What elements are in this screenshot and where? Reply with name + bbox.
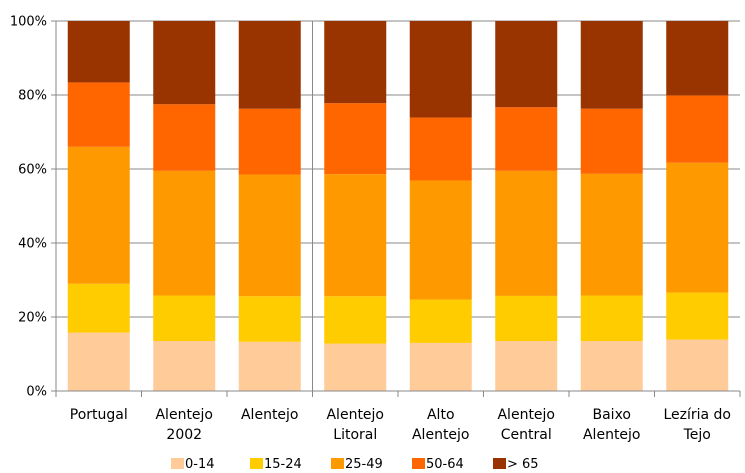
bar-segment: [666, 95, 729, 163]
bar-segment: [580, 173, 643, 296]
bar-segment: [67, 283, 130, 333]
bar-segment: [238, 296, 301, 342]
bar-segment: [409, 299, 472, 343]
legend-swatch: [171, 458, 184, 469]
x-tick-label: Tejo: [683, 427, 711, 443]
y-tick-label: 40%: [18, 237, 47, 252]
bar-segment: [67, 332, 130, 391]
bar-segment: [67, 21, 130, 83]
bar-segment: [409, 342, 472, 391]
bar-segment: [67, 146, 130, 284]
legend: 0-14 15-24 25-49 50-64 > 65: [171, 457, 539, 472]
bar-segment: [666, 339, 729, 391]
x-tick-label: Litoral: [333, 427, 377, 443]
bar-segment: [666, 21, 729, 96]
bar-segment: [153, 104, 216, 171]
y-tick-label: 100%: [10, 15, 47, 30]
y-tick-label: 20%: [18, 311, 47, 326]
bar-segment: [495, 107, 558, 171]
bar-segment: [238, 174, 301, 297]
legend-swatch: [250, 458, 263, 469]
bar-segment: [238, 21, 301, 109]
y-axis-ticks: 0% 20% 40% 60% 80% 100%: [10, 15, 56, 400]
x-tick-label: Central: [501, 427, 552, 443]
bar-segment: [495, 341, 558, 391]
bar-segment: [324, 103, 387, 175]
x-tick-label: Portugal: [70, 407, 128, 423]
bar-segment: [409, 180, 472, 300]
legend-label: 0-14: [185, 457, 215, 472]
bar-segment: [153, 341, 216, 391]
bar-segment: [324, 343, 387, 391]
x-tick-label: Alentejo: [412, 427, 470, 443]
bar-segment: [580, 341, 643, 391]
legend-swatch: [493, 458, 506, 469]
x-tick-label: Alto: [427, 407, 455, 423]
x-axis-labels: Portugal Alentejo 2002 Alentejo Alentejo Lito…: [70, 407, 731, 443]
x-tick-label: Alentejo: [155, 407, 213, 423]
x-tick-label: 2002: [166, 427, 202, 443]
bar-segment: [409, 117, 472, 181]
bar-segment: [495, 21, 558, 108]
x-tick-label: Baixo: [593, 407, 632, 423]
bar-segment: [238, 108, 301, 175]
x-tick-label: Lezíria do: [663, 407, 731, 423]
bar-segment: [495, 170, 558, 296]
bar-segment: [580, 21, 643, 109]
bar-segment: [666, 162, 729, 293]
legend-swatch: [412, 458, 425, 469]
x-tick-label: Alentejo: [497, 407, 555, 423]
legend-label: 15-24: [264, 457, 302, 472]
y-tick-label: 60%: [18, 163, 47, 178]
legend-label: > 65: [507, 457, 539, 472]
bar-segment: [238, 341, 301, 391]
y-tick-label: 80%: [18, 89, 47, 104]
bar-segment: [580, 108, 643, 174]
bar-segment: [495, 295, 558, 342]
bar-segment: [324, 174, 387, 297]
y-tick-label: 0%: [26, 385, 47, 400]
legend-swatch: [331, 458, 344, 469]
bar-segment: [666, 292, 729, 340]
bars: [67, 21, 729, 391]
bar-segment: [324, 21, 387, 104]
x-tick-label: Alentejo: [583, 427, 641, 443]
bar-segment: [153, 295, 216, 342]
bar-segment: [409, 21, 472, 118]
bar-segment: [67, 82, 130, 147]
x-tick-label: Alentejo: [241, 407, 299, 423]
bar-segment: [580, 295, 643, 342]
bar-segment: [324, 296, 387, 344]
x-tick-label: Alentejo: [326, 407, 384, 423]
axes: [55, 21, 741, 397]
bar-segment: [153, 21, 216, 105]
legend-label: 50-64: [426, 457, 464, 472]
bar-segment: [153, 170, 216, 296]
legend-label: 25-49: [345, 457, 383, 472]
